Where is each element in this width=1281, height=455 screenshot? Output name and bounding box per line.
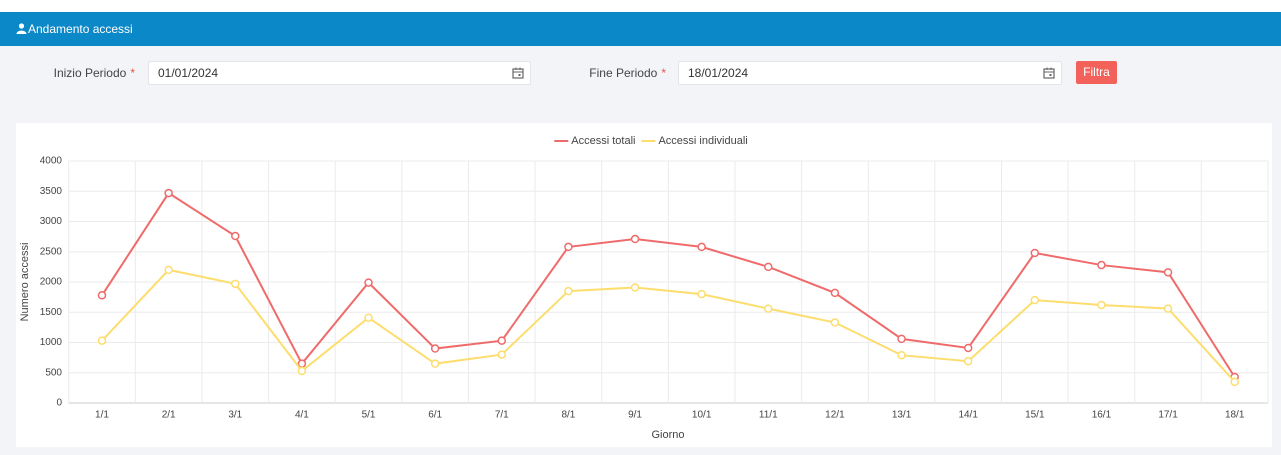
- y-tick-label: 3000: [40, 216, 63, 227]
- calendar-icon[interactable]: [1043, 67, 1055, 79]
- data-point: [1230, 377, 1239, 387]
- data-point: [697, 242, 706, 252]
- y-axis-title: Numero accessi: [19, 243, 31, 322]
- label-text: Inizio Periodo: [53, 66, 127, 80]
- data-point: [430, 359, 440, 368]
- x-tick-label: 6/1: [428, 410, 442, 421]
- x-tick-label: 3/1: [228, 410, 242, 421]
- data-point: [630, 234, 640, 244]
- panel-header: Andamento accessi: [0, 12, 1281, 46]
- data-point: [1163, 304, 1173, 313]
- data-point: [630, 283, 640, 292]
- start-label: Inizio Periodo *: [54, 66, 135, 80]
- data-point: [564, 242, 573, 252]
- y-tick-label: 0: [56, 398, 62, 409]
- data-point: [830, 288, 840, 298]
- filter-button[interactable]: Filtra: [1076, 61, 1117, 84]
- data-point: [764, 262, 773, 272]
- x-tick-label: 17/1: [1158, 410, 1178, 421]
- x-axis-title: Giorno: [651, 429, 684, 441]
- data-point: [1163, 268, 1173, 277]
- data-point: [364, 313, 373, 322]
- calendar-icon[interactable]: [512, 67, 524, 79]
- x-tick-label: 12/1: [825, 410, 845, 421]
- data-point: [1030, 248, 1040, 258]
- y-tick-label: 1500: [40, 307, 63, 318]
- end-label: Fine Periodo *: [589, 66, 666, 80]
- x-tick-label: 15/1: [1025, 410, 1045, 421]
- data-point: [231, 279, 240, 289]
- x-tick-label: 8/1: [561, 410, 575, 421]
- data-point: [164, 265, 173, 275]
- data-point: [97, 291, 107, 300]
- x-tick-label: 5/1: [362, 410, 376, 421]
- x-tick-label: 2/1: [162, 410, 176, 421]
- data-point: [897, 350, 906, 360]
- data-point: [1097, 300, 1106, 310]
- x-tick-label: 9/1: [628, 410, 642, 421]
- data-point: [297, 366, 307, 376]
- data-point: [364, 278, 373, 287]
- top-strip: [0, 0, 1281, 12]
- y-tick-label: 1000: [40, 337, 63, 348]
- x-tick-label: 14/1: [958, 410, 978, 421]
- data-point: [897, 334, 906, 344]
- x-tick-label: 13/1: [892, 410, 912, 421]
- data-point: [564, 286, 573, 296]
- label-text: Fine Periodo: [589, 66, 658, 80]
- data-point: [430, 344, 440, 353]
- x-tick-label: 1/1: [95, 410, 109, 421]
- end-input[interactable]: 18/01/2024: [678, 61, 1062, 85]
- input-value: 01/01/2024: [158, 66, 219, 80]
- data-point: [231, 231, 240, 241]
- data-point: [164, 188, 173, 198]
- data-point: [963, 357, 973, 366]
- user-icon: [16, 23, 27, 34]
- data-point: [830, 318, 840, 327]
- series-line: [101, 191, 1236, 378]
- data-point: [764, 304, 773, 313]
- legend-label: Accessi totali: [571, 135, 635, 147]
- y-tick-label: 500: [45, 367, 62, 378]
- y-tick-label: 4000: [40, 156, 63, 167]
- panel-title: Andamento accessi: [28, 22, 133, 36]
- y-tick-label: 3500: [40, 186, 63, 197]
- data-point: [697, 289, 706, 299]
- data-point: [97, 336, 107, 345]
- data-point: [963, 343, 973, 353]
- data-point: [1030, 295, 1040, 305]
- required-mark: *: [130, 66, 135, 80]
- chart-card: [16, 123, 1272, 447]
- data-point: [497, 336, 507, 345]
- x-tick-label: 18/1: [1225, 410, 1245, 421]
- data-point: [1097, 260, 1106, 270]
- x-tick-label: 4/1: [295, 410, 309, 421]
- legend-label: Accessi individuali: [658, 135, 747, 147]
- start-input[interactable]: 01/01/2024: [148, 61, 531, 85]
- y-tick-label: 2500: [40, 246, 63, 257]
- x-tick-label: 16/1: [1092, 410, 1112, 421]
- x-tick-label: 11/1: [759, 410, 778, 421]
- data-point: [497, 350, 507, 359]
- required-mark: *: [661, 66, 666, 80]
- y-tick-label: 2000: [40, 277, 63, 288]
- x-tick-label: 10/1: [692, 410, 712, 421]
- series-line: [101, 268, 1236, 383]
- x-tick-label: 7/1: [495, 410, 509, 421]
- input-value: 18/01/2024: [688, 66, 749, 80]
